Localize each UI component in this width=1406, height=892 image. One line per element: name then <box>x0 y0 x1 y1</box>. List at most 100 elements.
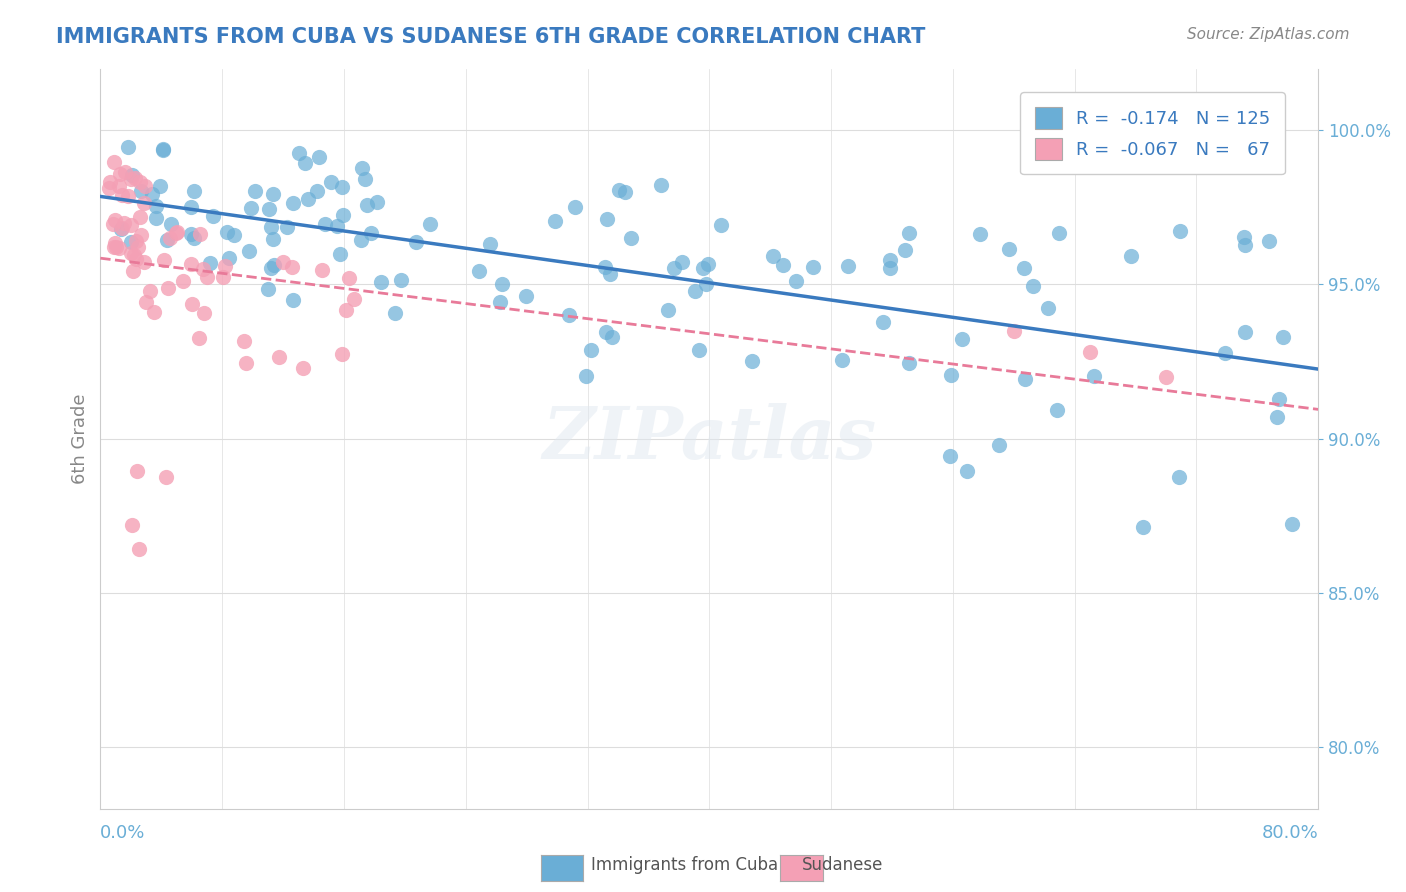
Point <box>1014 261 1036 276</box>
Point <box>155 469 177 483</box>
Point <box>366 194 388 209</box>
Point <box>105 240 128 254</box>
Point <box>121 517 143 532</box>
Point <box>1036 301 1059 316</box>
Point <box>330 347 353 361</box>
Point <box>112 216 135 230</box>
Point <box>180 257 202 271</box>
Point <box>1014 372 1036 386</box>
Point <box>214 260 236 274</box>
Point <box>120 172 142 186</box>
Point <box>129 228 152 243</box>
Text: ZIPatlas: ZIPatlas <box>543 403 876 475</box>
Point <box>271 255 294 269</box>
Point <box>129 184 152 198</box>
Point <box>489 295 512 310</box>
Point <box>103 217 125 231</box>
Point <box>599 267 621 281</box>
Point <box>134 196 156 211</box>
Point <box>281 293 304 307</box>
Point <box>159 217 181 231</box>
Point <box>370 275 392 289</box>
Point <box>257 282 280 296</box>
Point <box>1213 346 1236 360</box>
Point <box>544 214 567 228</box>
Point <box>1258 234 1281 248</box>
Point <box>108 241 131 255</box>
Point <box>281 260 304 274</box>
Point <box>898 226 921 240</box>
Point <box>785 274 807 288</box>
Point <box>479 237 502 252</box>
Point <box>188 227 211 241</box>
Point <box>657 302 679 317</box>
Point <box>128 175 150 189</box>
Point <box>595 212 617 227</box>
Point <box>145 211 167 225</box>
Point <box>360 227 382 241</box>
Point <box>232 334 254 349</box>
Point <box>1281 516 1303 531</box>
Point <box>114 164 136 178</box>
Point <box>468 264 491 278</box>
Point <box>650 178 672 193</box>
Point <box>127 239 149 253</box>
Point <box>129 211 152 225</box>
Point <box>262 232 284 246</box>
Point <box>564 200 586 214</box>
Point <box>688 343 710 357</box>
Point <box>389 272 412 286</box>
Point <box>988 438 1011 452</box>
Text: Immigrants from Cuba: Immigrants from Cuba <box>591 856 778 874</box>
Point <box>741 354 763 368</box>
Y-axis label: 6th Grade: 6th Grade <box>72 393 89 484</box>
Point <box>104 213 127 227</box>
Point <box>156 233 179 247</box>
Point <box>125 234 148 248</box>
Point <box>139 284 162 298</box>
Point <box>879 261 901 276</box>
Point <box>180 200 202 214</box>
Point <box>183 184 205 198</box>
Point <box>969 227 991 241</box>
Point <box>311 262 333 277</box>
Point <box>200 256 222 270</box>
Point <box>762 249 785 263</box>
Point <box>803 260 825 274</box>
Point <box>941 368 963 383</box>
Text: Sudanese: Sudanese <box>801 856 883 874</box>
Point <box>1083 369 1105 384</box>
Point <box>263 258 285 272</box>
Point <box>132 255 155 269</box>
Point <box>575 369 598 384</box>
Point <box>288 145 311 160</box>
Point <box>98 175 121 189</box>
Point <box>145 199 167 213</box>
Point <box>276 220 298 235</box>
Point <box>872 315 894 329</box>
Point <box>191 262 214 277</box>
Point <box>124 248 146 262</box>
Point <box>153 253 176 268</box>
Point <box>1154 370 1177 384</box>
Point <box>122 264 145 278</box>
Point <box>595 325 617 339</box>
Point <box>662 260 685 275</box>
Point <box>111 220 134 235</box>
Point <box>1046 403 1069 417</box>
Point <box>893 244 915 258</box>
Point <box>898 356 921 370</box>
Point <box>108 167 131 181</box>
Point <box>165 226 187 240</box>
Point <box>128 542 150 557</box>
Point <box>1267 410 1289 425</box>
Point <box>607 183 630 197</box>
Text: IMMIGRANTS FROM CUBA VS SUDANESE 6TH GRADE CORRELATION CHART: IMMIGRANTS FROM CUBA VS SUDANESE 6TH GRA… <box>56 27 925 46</box>
Point <box>117 140 139 154</box>
Point <box>1168 224 1191 238</box>
Point <box>97 181 120 195</box>
Point <box>243 184 266 198</box>
Point <box>695 277 717 291</box>
Point <box>419 217 441 231</box>
Point <box>950 332 973 346</box>
